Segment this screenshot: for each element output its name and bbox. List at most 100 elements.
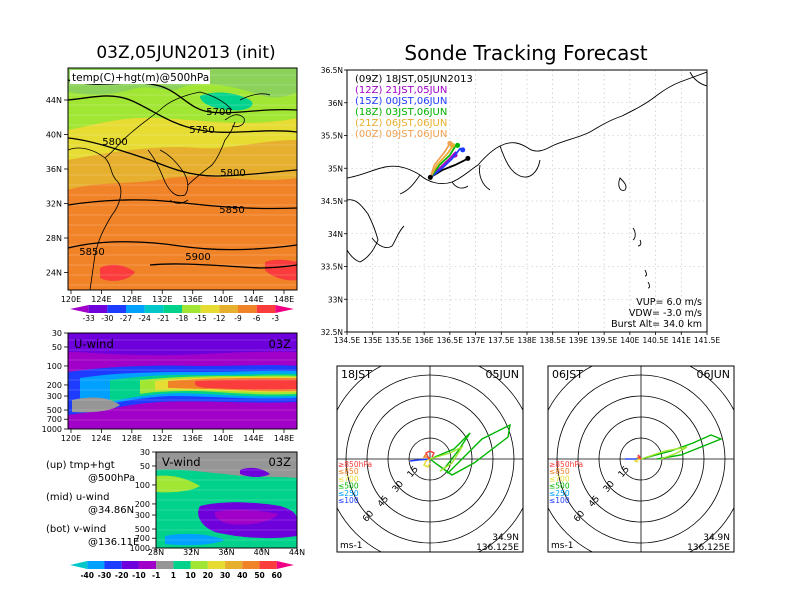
traj-legend: (09Z) 18JST,05JUN2013(12Z) 21JST,05JUN(1…: [355, 74, 473, 140]
colorbar-label: 60: [272, 571, 282, 580]
hodo-pressure-legend: ≤700: [338, 474, 359, 483]
colorbar-swatch: [104, 561, 122, 569]
v-y-tick-label: 30: [140, 448, 150, 457]
colorbar-swatch: [70, 561, 88, 569]
hodo-lon: 136.125E: [687, 543, 730, 553]
colorbar-swatch: [70, 305, 89, 313]
hodo-pressure-legend: ≤250: [338, 489, 359, 498]
hodo-pressure-legend: ≤100: [338, 496, 359, 505]
v-y-tick-label: 100: [135, 481, 150, 490]
traj-x-tick-label: 135E: [363, 336, 382, 345]
v-x-tick-label: 36N: [218, 548, 234, 557]
temp-hgt-map: temp(C)+hgt(m)@500hPa 5700 5750 5800 5800 58…: [46, 67, 298, 323]
u-y-tick-label: 200: [47, 381, 62, 390]
traj-y-tick-label: 34.5N: [321, 197, 343, 206]
v-x-tick-label: 40N: [254, 548, 270, 557]
v-x-tick-label: 28N: [148, 548, 164, 557]
hodo-lon: 136.125E: [476, 543, 519, 553]
colorbar-label: 1: [171, 571, 176, 580]
colorbar-label: 40: [237, 571, 247, 580]
map-hatch: [68, 74, 297, 286]
v-y-tick-label: 500: [135, 525, 150, 534]
colorbar-swatch: [200, 305, 220, 313]
colorbar-swatch: [126, 305, 145, 313]
traj-x-tick-label: 139.5E: [591, 336, 617, 345]
traj-y-tick-label: 33.5N: [321, 263, 343, 272]
u-y-tick-label: 50: [52, 343, 62, 352]
traj-y-tick-label: 35N: [328, 164, 343, 173]
hodo-pressure-legend: ≤100: [549, 496, 570, 505]
traj-y-ticks: 36.5N 36N 35.5N 35N 34.5N 34N 33.5N 33N 32.5N: [321, 66, 347, 337]
traj-x-tick-label: 134.5E: [334, 336, 360, 345]
u-fill-low: [68, 409, 297, 429]
u-fill-gray: [72, 397, 120, 413]
hodo-frame: [336, 365, 524, 553]
colorbar-label: 20: [203, 571, 213, 580]
map-contour-labels: 5700 5750 5800 5800 5850 5850 5900: [79, 107, 245, 263]
traj-annotation: VDW= -3.0 m/s: [629, 308, 702, 319]
contour-label: 5900: [185, 252, 210, 263]
colorbar-swatch: [144, 305, 164, 313]
traj-legend-entry: (15Z) 00JST,06JUN: [355, 96, 447, 107]
note-bot-lon: @136.11E: [88, 537, 139, 548]
colorbar-swatch: [276, 561, 294, 569]
colorbar-label: -6: [253, 314, 261, 323]
v-x-ticks: 28N 32N 36N 40N 44N: [148, 548, 305, 557]
traj-y-tick-label: 36N: [328, 99, 343, 108]
u-x-tick-label: 120E: [61, 434, 81, 443]
colorbar-swatch: [225, 561, 243, 569]
colorbar-swatch: [138, 561, 157, 569]
traj-x-tick-label: 138.5E: [540, 336, 566, 345]
traj-x-tick-label: 140E: [620, 336, 639, 345]
traj-annotation: VUP= 6.0 m/s: [636, 297, 702, 308]
v-y-tick-label: 50: [140, 462, 150, 471]
colorbar-label: 50: [254, 571, 264, 580]
contour-label: 5850: [79, 247, 104, 258]
colorbar-swatch: [256, 305, 276, 313]
map-x-tick-label: 140E: [213, 295, 233, 304]
hodo-pressure-legend: ≤500: [549, 482, 570, 491]
hodo-time-label: 06JST: [552, 368, 583, 381]
colorbar-label: -30: [101, 314, 113, 323]
map-y-tick-label: 32N: [46, 200, 62, 209]
traj-y-tick-label: 36.5N: [321, 66, 343, 75]
traj-legend-entry: (00Z) 09JST,06JUN: [355, 129, 447, 140]
map-x-tick-label: 120E: [61, 295, 81, 304]
hodo-time-label: 18JST: [341, 368, 372, 381]
hodo-date-label: 06JUN: [696, 368, 730, 381]
traj-endpoint: [455, 142, 461, 148]
hodo-trace: [633, 458, 642, 463]
traj-grid: [347, 70, 707, 332]
note-up-level: @500hPa: [88, 473, 135, 484]
traj-endpoint: [447, 140, 453, 146]
colorbar-label: -1: [152, 571, 160, 580]
note-mid: (mid) u-wind: [46, 492, 109, 503]
map-y-tick-label: 40N: [46, 131, 62, 140]
map-y-tick-label: 44N: [46, 96, 62, 105]
hodo-pressure-legend: ≤500: [338, 482, 359, 491]
traj-y-tick-label: 33N: [328, 295, 343, 304]
u-x-tick-label: 140E: [213, 434, 233, 443]
u-x-tick-label: 128E: [122, 434, 142, 443]
contour-label: 5750: [189, 125, 214, 136]
note-up: (up) tmp+hgt: [46, 460, 115, 471]
side-notes: (up) tmp+hgt @500hPa (mid) u-wind @34.86…: [46, 460, 139, 548]
traj-x-ticks: 134.5E 135E 135.5E 136E 136.5E 137E 137.5E 138E…: [334, 332, 720, 345]
u-x-tick-label: 132E: [152, 434, 172, 443]
colorbar-swatch: [87, 561, 105, 569]
traj-legend-entry: (18Z) 03JST,06JUN: [355, 107, 447, 118]
contour-label: 5700: [206, 107, 231, 118]
hodo-date-label: 05JUN: [485, 368, 519, 381]
colorbar-swatch: [190, 561, 208, 569]
traj-x-tick-label: 135.5E: [385, 336, 411, 345]
traj-x-tick-label: 140.5E: [642, 336, 668, 345]
v-y-tick-label: 700: [135, 534, 150, 543]
v-y-tick-label: 1000: [130, 544, 150, 553]
colorbar-swatch: [259, 561, 277, 569]
traj-x-tick-label: 138E: [517, 336, 536, 345]
colorbar-label: -10: [132, 571, 146, 580]
hodo-trace: [425, 450, 435, 460]
colorbar-swatch: [107, 305, 126, 313]
u-fill-top: [68, 333, 297, 356]
